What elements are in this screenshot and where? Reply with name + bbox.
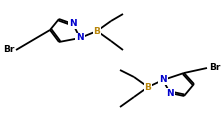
Text: Br: Br — [209, 63, 220, 72]
Text: N: N — [159, 76, 167, 85]
Text: Br: Br — [3, 46, 14, 55]
Text: N: N — [166, 88, 174, 97]
Text: N: N — [76, 34, 84, 42]
Text: B: B — [145, 82, 151, 92]
Text: N: N — [69, 20, 77, 29]
Text: B: B — [93, 26, 100, 36]
